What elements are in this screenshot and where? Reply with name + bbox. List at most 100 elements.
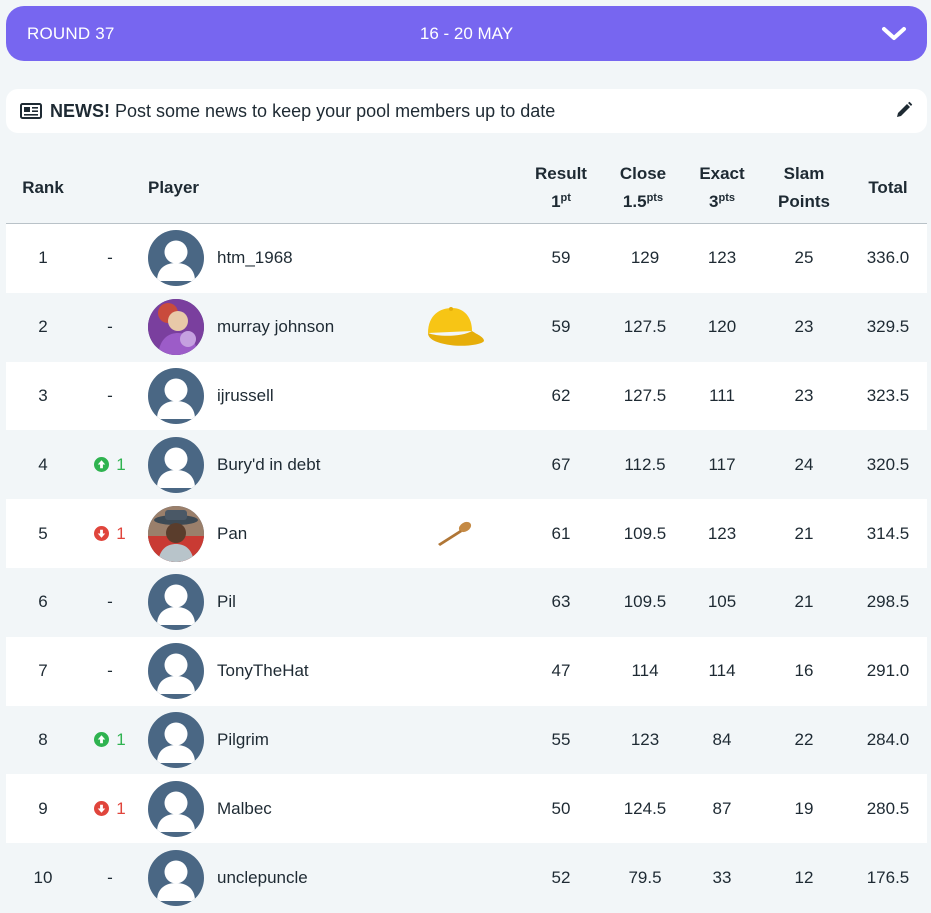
player-badge bbox=[414, 637, 494, 706]
pencil-icon[interactable] bbox=[895, 101, 913, 119]
rank-change: 1 bbox=[84, 706, 136, 775]
news-banner: NEWS! Post some news to keep your pool m… bbox=[6, 89, 927, 133]
table-row[interactable]: 2 - murray johnson 59 127.5 120 23 329.5 bbox=[6, 292, 927, 362]
player-name[interactable]: murray johnson bbox=[217, 317, 335, 337]
rank-move-value: 1 bbox=[116, 523, 126, 543]
avatar[interactable] bbox=[148, 430, 204, 499]
avatar[interactable] bbox=[148, 499, 204, 568]
player-name[interactable]: Pilgrim bbox=[217, 729, 269, 749]
arrow-circle-down-icon bbox=[94, 526, 110, 542]
default-avatar-icon bbox=[157, 653, 195, 695]
avatar[interactable] bbox=[148, 706, 204, 775]
wooden-spoon-icon bbox=[438, 521, 472, 546]
table-header: Rank Player Result 1pt Close 1.5pts Exac… bbox=[6, 150, 927, 224]
close-cell: 109.5 bbox=[623, 523, 667, 543]
rank-change: 1 bbox=[84, 499, 136, 568]
result-cell: 55 bbox=[551, 729, 571, 749]
newspaper-icon bbox=[20, 103, 42, 119]
slam-cell: 16 bbox=[794, 661, 814, 681]
player-name[interactable]: Malbec bbox=[217, 798, 272, 818]
total-cell: 329.5 bbox=[866, 317, 910, 337]
table-row[interactable]: 1 - htm_1968 59 129 123 25 336.0 bbox=[6, 224, 927, 293]
exact-cell: 84 bbox=[712, 729, 732, 749]
rank-cell: 1 bbox=[38, 248, 48, 268]
total-cell: 314.5 bbox=[866, 523, 910, 543]
table-row[interactable]: 6 - Pil 63 109.5 105 21 298.5 bbox=[6, 567, 927, 637]
player-name[interactable]: htm_1968 bbox=[217, 248, 293, 268]
avatar[interactable] bbox=[148, 293, 204, 362]
slam-cell: 23 bbox=[794, 385, 814, 405]
chevron-down-icon[interactable] bbox=[881, 24, 907, 44]
player-name[interactable]: TonyTheHat bbox=[217, 661, 309, 681]
player-name[interactable]: unclepuncle bbox=[217, 867, 308, 887]
arrow-circle-up-icon bbox=[94, 732, 110, 748]
table-row[interactable]: 7 - TonyTheHat 47 114 114 16 291.0 bbox=[6, 636, 927, 706]
header-close[interactable]: Close 1.5pts bbox=[608, 160, 678, 216]
rank-move-none: - bbox=[107, 248, 113, 268]
close-cell: 129 bbox=[630, 248, 660, 268]
table-row[interactable]: 5 1 Pan 61 109.5 123 21 314.5 bbox=[6, 499, 927, 568]
player-badge bbox=[414, 430, 494, 499]
rank-cell: 8 bbox=[38, 729, 48, 749]
rank-move-down: 1 bbox=[94, 523, 126, 544]
header-result-pts: 1 bbox=[551, 192, 561, 211]
table-row[interactable]: 10 - unclepuncle 52 79.5 33 12 176.5 bbox=[6, 843, 927, 912]
header-rank[interactable]: Rank bbox=[22, 178, 64, 197]
header-result-label: Result bbox=[535, 164, 587, 183]
header-slam-line2: Points bbox=[778, 192, 830, 211]
table-row[interactable]: 8 1 Pilgrim 55 123 84 22 284.0 bbox=[6, 705, 927, 775]
avatar[interactable] bbox=[148, 568, 204, 637]
close-cell: 112.5 bbox=[624, 454, 666, 474]
exact-cell: 123 bbox=[707, 248, 737, 268]
table-row[interactable]: 9 1 Malbec 50 124.5 87 19 280.5 bbox=[6, 774, 927, 844]
rank-move-value: 1 bbox=[116, 798, 126, 818]
rank-cell: 9 bbox=[38, 798, 48, 818]
total-cell: 323.5 bbox=[866, 385, 910, 405]
slam-cell: 24 bbox=[794, 454, 814, 474]
rank-move-none: - bbox=[107, 385, 113, 405]
avatar[interactable] bbox=[148, 362, 204, 431]
rank-cell: 3 bbox=[38, 385, 48, 405]
close-cell: 124.5 bbox=[623, 798, 667, 818]
rank-cell: 7 bbox=[38, 661, 48, 681]
round-selector[interactable]: ROUND 37 16 - 20 MAY bbox=[6, 6, 927, 61]
player-badge bbox=[414, 499, 494, 568]
header-player[interactable]: Player bbox=[148, 178, 200, 197]
total-cell: 298.5 bbox=[866, 592, 910, 612]
header-total[interactable]: Total bbox=[868, 178, 908, 197]
slam-cell: 22 bbox=[794, 729, 814, 749]
player-name[interactable]: Pil bbox=[217, 592, 236, 612]
exact-cell: 123 bbox=[707, 523, 737, 543]
slam-cell: 12 bbox=[794, 867, 814, 887]
result-cell: 62 bbox=[551, 385, 571, 405]
header-result[interactable]: Result 1pt bbox=[526, 160, 596, 216]
exact-cell: 105 bbox=[707, 592, 737, 612]
cap-icon bbox=[428, 307, 484, 346]
table-row[interactable]: 3 - ijrussell 62 127.5 111 23 323.5 bbox=[6, 361, 927, 431]
exact-cell: 33 bbox=[712, 867, 732, 887]
rank-move-down: 1 bbox=[94, 798, 126, 819]
player-name[interactable]: Bury'd in debt bbox=[217, 454, 321, 474]
result-cell: 61 bbox=[551, 523, 571, 543]
player-name[interactable]: ijrussell bbox=[217, 385, 274, 405]
header-slam[interactable]: Slam Points bbox=[769, 160, 839, 216]
header-exact[interactable]: Exact 3pts bbox=[687, 160, 757, 216]
avatar[interactable] bbox=[148, 224, 204, 293]
slam-cell: 23 bbox=[794, 317, 814, 337]
arrow-circle-down-icon bbox=[94, 801, 110, 817]
rank-cell: 6 bbox=[38, 592, 48, 612]
avatar[interactable] bbox=[148, 637, 204, 706]
avatar[interactable] bbox=[148, 774, 204, 843]
default-avatar-icon bbox=[157, 447, 195, 488]
player-name[interactable]: Pan bbox=[217, 523, 248, 543]
player-badge bbox=[414, 362, 494, 431]
header-result-unit: pt bbox=[560, 192, 571, 204]
round-label: ROUND 37 bbox=[27, 23, 115, 43]
total-cell: 291.0 bbox=[866, 661, 910, 681]
table-row[interactable]: 4 1 Bury'd in debt 67 112.5 117 24 320.5 bbox=[6, 430, 927, 500]
avatar[interactable] bbox=[148, 843, 204, 912]
photo-avatar-icon bbox=[148, 299, 204, 356]
rank-cell: 4 bbox=[38, 454, 48, 474]
close-cell: 109.5 bbox=[623, 592, 667, 612]
slam-cell: 21 bbox=[794, 523, 814, 543]
